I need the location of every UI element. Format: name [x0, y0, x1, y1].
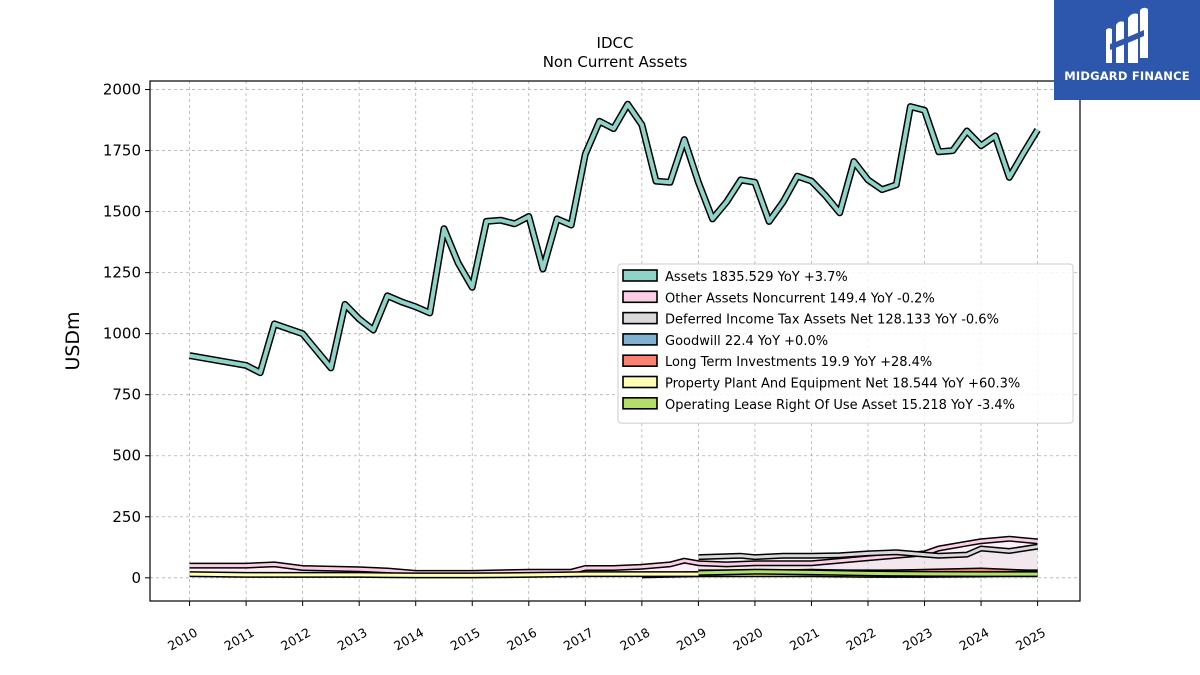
- legend-entry: Long Term Investments 19.9 YoY +28.4%: [665, 355, 932, 370]
- y-tick-label: 750: [112, 386, 141, 404]
- x-tick-label: 2018: [617, 625, 652, 654]
- legend: Assets 1835.529 YoY +3.7% Other Assets No…: [617, 263, 1074, 424]
- x-tick-label: 2010: [165, 625, 200, 654]
- series-line-stroke: [189, 102, 1040, 375]
- x-tick-label: 2025: [1013, 625, 1048, 654]
- legend-swatch: [622, 311, 658, 325]
- x-tick-label: 2011: [222, 625, 257, 654]
- series-area: [189, 538, 1038, 578]
- series-line: [698, 568, 1038, 578]
- legend-swatch: [622, 333, 658, 346]
- legend-swatch: [622, 290, 658, 304]
- legend-swatch: [622, 375, 658, 389]
- legend-entry: Operating Lease Right Of Use Asset 15.21…: [665, 398, 1015, 413]
- legend-box: [617, 263, 1074, 424]
- y-tick-label: 1250: [103, 264, 141, 282]
- x-tick-label: 2019: [674, 625, 709, 654]
- y-axis: 0 250 500 750 1000 1250 1500 1750 2000: [103, 81, 150, 587]
- legend-swatch: [622, 269, 658, 282]
- legend-swatch: [622, 396, 658, 410]
- y-tick-label: 2000: [103, 81, 141, 99]
- y-tick-label: 1750: [103, 142, 141, 160]
- series-line-stroke: [189, 537, 1038, 575]
- y-tick-label: 1500: [103, 203, 141, 221]
- x-tick-label: 2014: [391, 625, 426, 654]
- legend-entry: Property Plant And Equipment Net 18.544 …: [665, 377, 1020, 392]
- x-tick-label: 2016: [504, 625, 539, 654]
- legend-entry: Goodwill 22.4 YoY +0.0%: [665, 334, 828, 349]
- series-line: [698, 543, 1039, 561]
- chart-subtitle: Non Current Assets: [543, 53, 688, 71]
- x-axis: 2010 2011 2012 2013 2014 2015 2016 2017 2018 2019…: [165, 601, 1048, 654]
- x-tick-label: 2017: [561, 625, 596, 654]
- brand-logo: MIDGARD FINANCE: [1054, 0, 1200, 100]
- y-tick-label: 500: [112, 447, 141, 465]
- x-tick-label: 2021: [787, 625, 822, 654]
- x-tick-label: 2023: [900, 625, 935, 654]
- legend-swatch: [622, 354, 658, 368]
- y-tick-label: 0: [131, 569, 141, 587]
- y-axis-label: USDm: [62, 311, 84, 370]
- legend-entry: Assets 1835.529 YoY +3.7%: [665, 270, 848, 285]
- x-tick-label: 2015: [448, 625, 483, 654]
- x-tick-label: 2024: [957, 625, 992, 654]
- series-line: [189, 100, 1041, 377]
- plot-frame: [149, 80, 1081, 602]
- series-line-stroke: [698, 545, 1038, 559]
- x-tick-label: 2020: [730, 625, 765, 654]
- brand-mark-icon: [1106, 7, 1148, 63]
- legend-entry: Other Assets Noncurrent 149.4 YoY -0.2%: [665, 291, 935, 306]
- y-tick-label: 1000: [103, 325, 141, 343]
- brand-name: MIDGARD FINANCE: [1064, 69, 1190, 83]
- legend-entry: Deferred Income Tax Assets Net 128.133 Y…: [665, 313, 999, 328]
- series-lines: [189, 100, 1041, 579]
- x-tick-label: 2012: [278, 625, 313, 654]
- chart-title: IDCC: [597, 34, 634, 52]
- x-tick-label: 2022: [843, 625, 878, 654]
- x-tick-label: 2013: [335, 625, 370, 654]
- y-tick-label: 250: [112, 508, 141, 526]
- series-line: [189, 535, 1038, 576]
- series-line-stroke: [698, 570, 1038, 576]
